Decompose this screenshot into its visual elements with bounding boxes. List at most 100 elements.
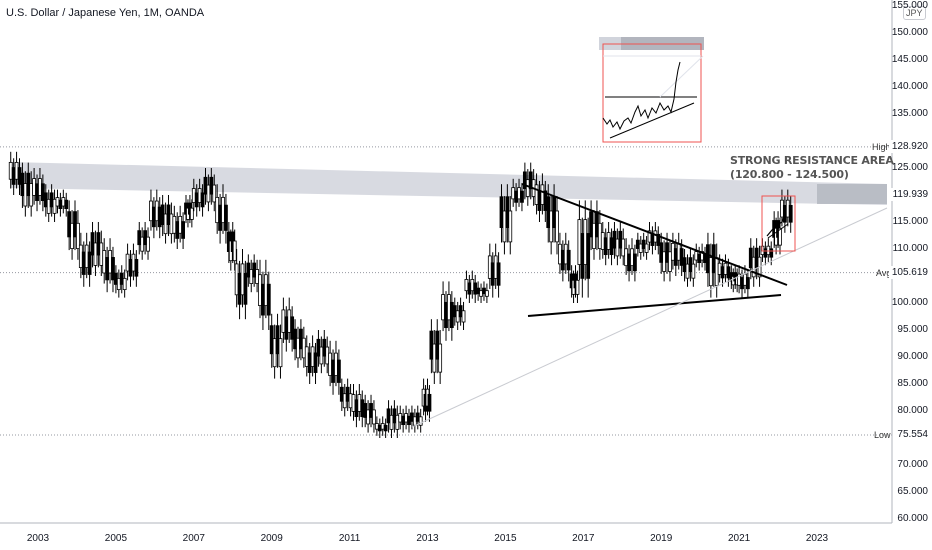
candle-body [418,416,423,426]
highlight-box [761,195,796,252]
candle-body [111,257,115,281]
currency-badge[interactable]: JPY [903,6,926,20]
marker-tag-avg: Avg [876,267,892,278]
y-tick-label: 150.000 [891,27,928,38]
y-tick-label: 100.000 [891,297,928,308]
y-tick-label: 110.000 [892,243,928,254]
candle-body [200,192,205,208]
x-tick-label: 2019 [650,533,673,544]
resistance-zone-box [817,184,887,204]
candle-body [189,207,194,220]
y-tick-label: 145.000 [891,54,928,65]
candle-body [64,199,69,210]
candle-body [745,277,750,290]
resistance-band [10,162,887,205]
y-tick-label: 70.000 [897,459,928,470]
candle-body [212,184,217,203]
candle-body [232,240,237,262]
candle-body [181,221,185,239]
candle-body [224,204,228,231]
candle-body [788,204,793,223]
marker-tag-low: Low [874,430,891,440]
candle-body [496,262,501,286]
candle-body [520,190,524,203]
candle-body [266,283,271,316]
candle-body [40,183,45,202]
annotation-line-2: (120.800 - 124.500) [730,168,849,181]
candle-body [769,248,774,258]
chart-title: U.S. Dollar / Japanese Yen, 1M, OANDA [6,7,205,19]
candle-body [691,263,696,279]
marker-value-low: 75.554 [894,428,931,441]
x-tick-label: 2023 [805,533,829,544]
x-tick-label: 2003 [26,533,50,544]
inset-faint-line [659,55,704,98]
y-tick-label: 65.000 [897,486,928,497]
candle-body [461,310,466,323]
candle-body [336,359,341,383]
x-tick-label: 2005 [104,533,128,544]
candle-body [87,251,92,275]
candle-body [621,238,626,257]
candle-body [76,222,80,249]
marker-value-avg: 105.619 [888,265,931,279]
candle-body [484,290,489,297]
x-tick-label: 2021 [727,533,751,544]
trendline-drawings [411,183,888,428]
y-tick-label: 155.000 [891,0,928,11]
marker-tag-high: High [872,141,891,152]
candle-body [383,424,388,432]
y-tick-label: 95.000 [897,324,928,335]
y-tick-label: 80.000 [897,405,928,416]
y-tick-label: 125.000 [891,162,928,173]
candle-body [438,343,443,373]
candle-body [668,251,672,272]
y-tick-label: 85.000 [897,378,928,389]
recent-price-path [766,205,787,237]
annotation-line-1: STRONG RESISTANCE AREA [730,154,894,167]
marker-value-high: 128.920 [888,139,931,153]
mini-support-line [767,223,789,239]
candle-body [679,248,684,266]
candle-body [575,279,580,295]
candle-body [122,277,127,291]
descending-trendline [521,183,788,286]
y-tick-label: 115.000 [892,216,928,227]
candle-body [146,236,150,252]
candle-body [656,233,661,246]
candle-body [427,393,432,412]
resistance-zones [10,162,887,205]
candle-body [243,273,248,305]
candle-body [644,243,649,253]
candle-body [778,227,782,246]
candle-body [134,258,139,277]
candle-body [313,352,318,373]
inset-frame [602,43,702,143]
inset-price-path [602,61,681,131]
x-tick-label: 2009 [260,533,283,544]
y-tick-label: 135.000 [891,108,928,119]
candle-body [555,210,559,243]
current-price-tag: 119.939 [889,188,931,202]
x-tick-label: 2007 [182,533,205,544]
x-tick-label: 2017 [572,533,595,544]
candle-body [586,233,591,279]
inset-support-line [609,102,695,139]
y-tick-label: 140.000 [891,81,928,92]
inset-chart [599,37,704,143]
candle-body [508,210,513,243]
candle-body [290,316,295,340]
long-term-support-line [411,207,888,428]
x-tick-label: 2013 [416,533,439,544]
candle-body [633,253,637,272]
resistance-annotation: STRONG RESISTANCE AREA (120.800 - 124.50… [730,154,894,182]
candle-body [566,249,571,271]
x-tick-label: 2011 [338,533,361,544]
x-tick-label: 2015 [494,533,517,544]
candle-body [278,338,283,368]
candle-body [372,409,376,425]
ascending-trendline [527,294,782,317]
y-tick-label: 60.000 [897,513,928,524]
axes [0,0,893,524]
